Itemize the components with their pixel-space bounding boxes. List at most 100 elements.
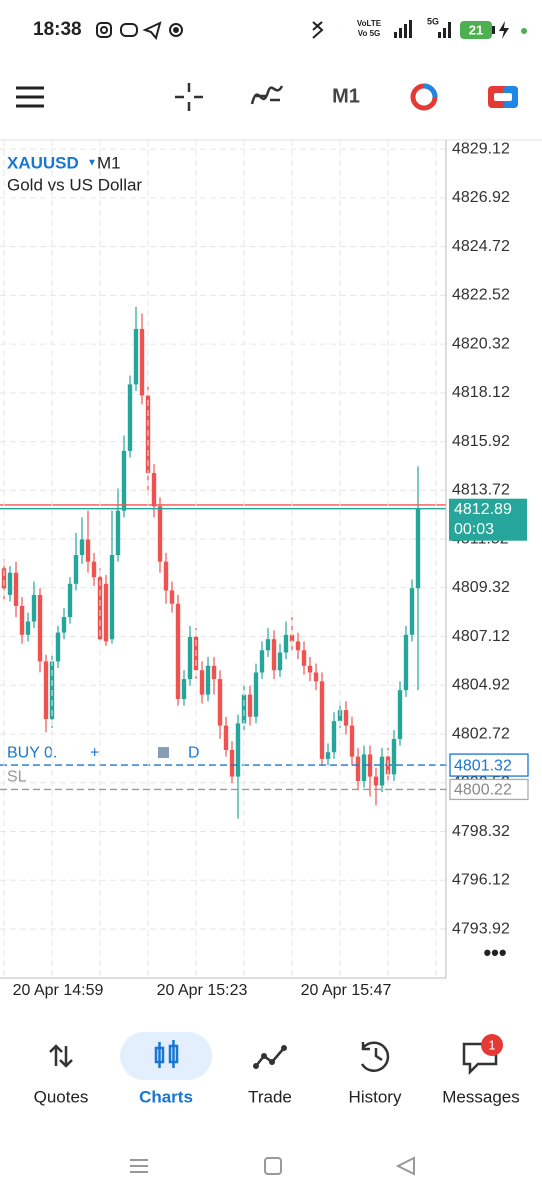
y-tick-label: 4826.92 xyxy=(452,189,510,206)
candle-body xyxy=(103,583,109,642)
candle-body xyxy=(295,641,301,651)
candle-body xyxy=(241,694,247,724)
order-fragment: + xyxy=(90,744,99,761)
nav-charts[interactable]: Charts xyxy=(139,1087,193,1106)
candle-body xyxy=(307,665,313,673)
system-nav xyxy=(130,1156,415,1176)
order-fragment: D xyxy=(188,744,200,761)
candle-body xyxy=(355,756,361,782)
candle-body xyxy=(319,681,325,759)
candle-body xyxy=(151,473,157,507)
chart-vgrid xyxy=(3,140,437,978)
candle-body xyxy=(133,329,139,385)
y-tick-label: 4829.12 xyxy=(452,140,510,157)
candle-body xyxy=(73,555,79,584)
candle-body xyxy=(19,605,25,635)
status-volte: VoLTE xyxy=(357,19,382,28)
buy-label: BUY 0. xyxy=(7,744,57,761)
candle-body xyxy=(187,636,193,680)
candle-body xyxy=(313,672,319,682)
y-tick-label: 4807.12 xyxy=(452,628,510,645)
one-click-button[interactable] xyxy=(488,86,518,108)
more-button[interactable]: ••• xyxy=(483,940,506,965)
nav-quotes[interactable]: Quotes xyxy=(34,1087,89,1106)
candle-body xyxy=(109,555,115,640)
battery-level: 21 xyxy=(469,22,483,37)
candle-body xyxy=(79,539,85,556)
candle-body xyxy=(211,665,217,680)
symbol[interactable]: XAUUSD xyxy=(7,153,79,172)
sl-tag xyxy=(449,778,529,801)
candle-body xyxy=(157,506,163,562)
messages-badge-count: 1 xyxy=(488,1037,495,1052)
menu-button[interactable] xyxy=(16,86,44,108)
candle-body xyxy=(343,710,349,726)
symbol-description: Gold vs US Dollar xyxy=(7,175,142,194)
x-tick-label: 20 Apr 14:59 xyxy=(13,982,104,999)
candle-body xyxy=(97,577,103,640)
y-tick-label: 4796.12 xyxy=(452,872,510,889)
candle-body xyxy=(283,634,289,653)
y-tick-label: 4815.92 xyxy=(452,433,510,450)
sl-label: SL xyxy=(7,769,27,786)
candle-body xyxy=(169,590,175,604)
trade-button[interactable] xyxy=(410,83,438,111)
sl-price: 4800.22 xyxy=(454,782,512,799)
order-icon xyxy=(158,747,169,759)
candle-body xyxy=(247,694,253,717)
messages-badge xyxy=(481,1034,503,1056)
candle-body xyxy=(229,749,235,777)
candle-body xyxy=(259,650,265,673)
buy-price: 4801.32 xyxy=(454,757,512,774)
candle-body xyxy=(217,679,223,726)
candle-body xyxy=(121,450,127,511)
candle-body xyxy=(379,756,385,786)
y-tick-label: 4804.92 xyxy=(452,677,510,694)
candle-body xyxy=(349,725,355,757)
candle-body xyxy=(67,583,73,618)
candle-body xyxy=(265,639,271,651)
candle-body xyxy=(61,617,67,633)
symbol-dropdown[interactable]: ▼ xyxy=(87,158,97,169)
candle-body xyxy=(253,672,259,717)
nav-active-pill xyxy=(120,1032,212,1080)
status-app-icons xyxy=(96,21,183,41)
indicators-button[interactable] xyxy=(250,85,284,105)
candle-body xyxy=(325,752,331,759)
bar-countdown: 00:03 xyxy=(454,521,494,538)
status-system-icons xyxy=(312,20,527,39)
nav-history[interactable]: History xyxy=(349,1087,402,1106)
candle-body xyxy=(301,650,307,666)
timeframe-button[interactable]: M1 xyxy=(332,85,360,107)
candle-body xyxy=(175,603,181,700)
y-tick-label: 4798.32 xyxy=(452,823,510,840)
candle-body xyxy=(277,652,283,671)
bid-tag xyxy=(449,498,527,541)
nav-trade[interactable]: Trade xyxy=(248,1087,292,1106)
y-tick-label: 4809.32 xyxy=(452,579,510,596)
y-tick-label: 4813.72 xyxy=(452,482,510,499)
candle-body xyxy=(409,588,415,635)
status-time: 18:38 xyxy=(33,19,82,40)
status-5g: 5G xyxy=(427,16,439,26)
candle-body xyxy=(391,738,397,775)
candle-body xyxy=(415,508,421,589)
y-tick-label: 4820.32 xyxy=(452,335,510,352)
candle-body xyxy=(91,561,97,578)
candle-body xyxy=(163,561,169,591)
chart: 4829.12 4826.92 4824.72 4822.52 4820.32 4818.… xyxy=(0,140,529,999)
x-tick-label: 20 Apr 15:23 xyxy=(157,982,248,999)
y-tick-label: 4822.52 xyxy=(452,287,510,304)
nav-messages[interactable]: Messages xyxy=(442,1087,519,1106)
status-vo5g: Vo 5G xyxy=(358,29,381,38)
crosshair-button[interactable] xyxy=(175,83,203,111)
candle-body xyxy=(199,670,205,695)
candle-body xyxy=(1,568,7,589)
y-tick-label: 4818.12 xyxy=(452,384,510,401)
x-tick-label: 20 Apr 15:47 xyxy=(301,982,392,999)
candle-body xyxy=(13,572,19,606)
candle-body xyxy=(31,594,37,622)
chart-timeframe: M1 xyxy=(97,153,121,172)
candle-body xyxy=(181,679,187,700)
